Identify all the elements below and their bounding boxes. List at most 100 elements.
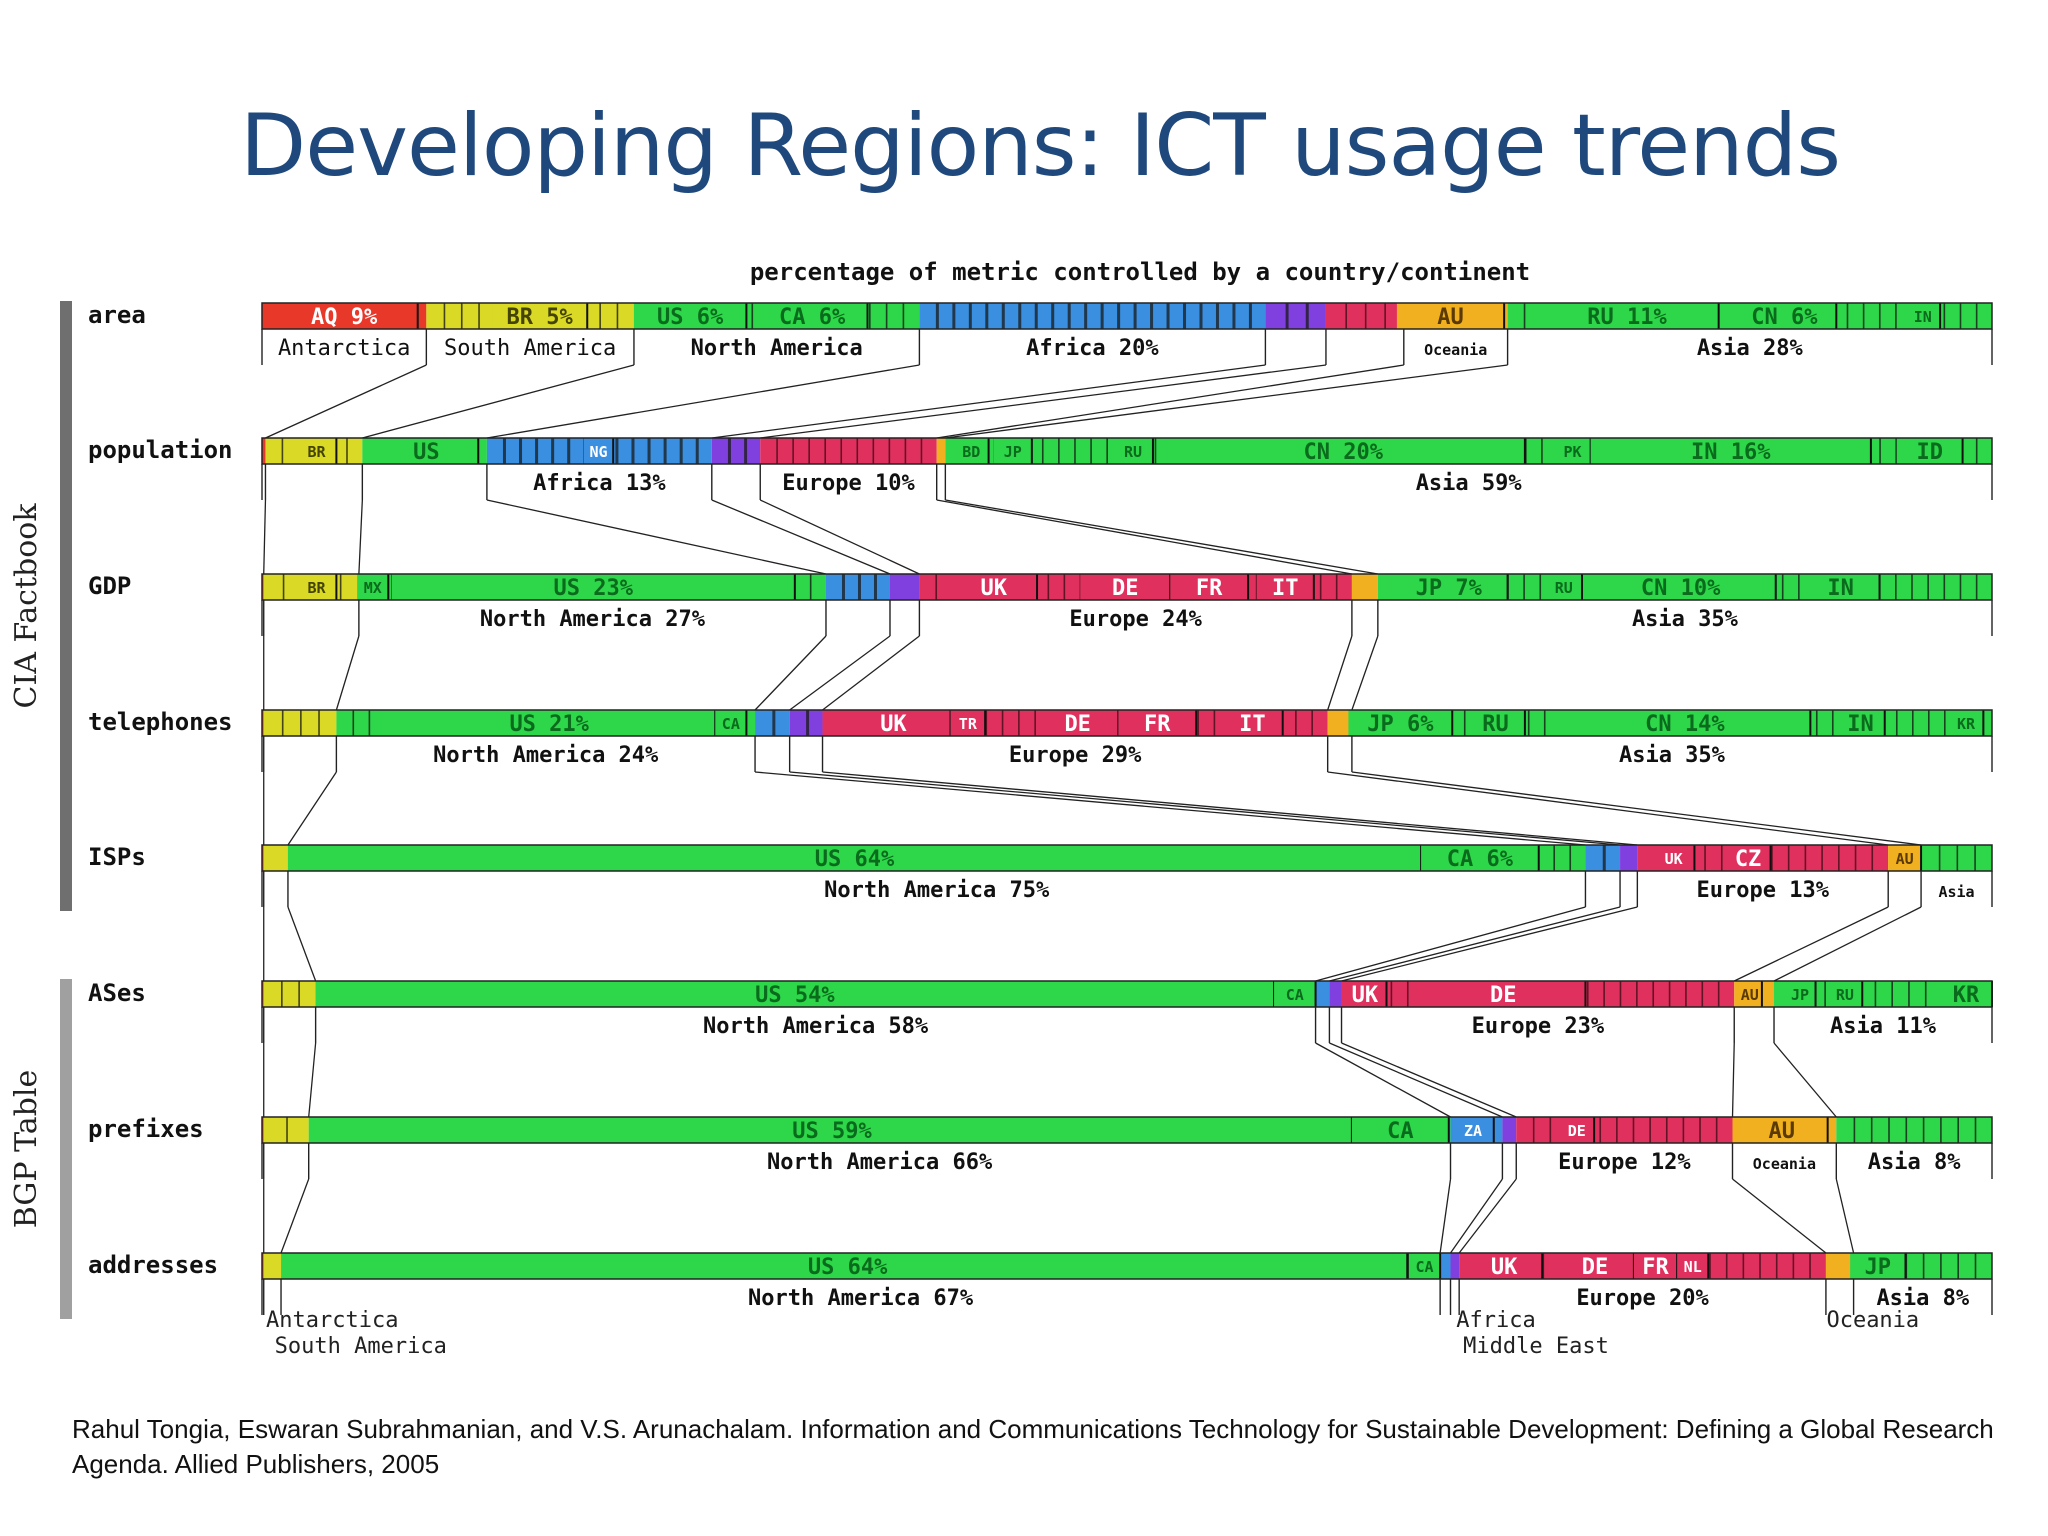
- country-divider: [1861, 981, 1864, 1007]
- continent-label: Asia 35%: [1632, 607, 1739, 632]
- country-block: [296, 438, 337, 464]
- country-divider: [745, 710, 748, 736]
- country-divider: [1771, 845, 1773, 871]
- country-divider: [551, 438, 555, 464]
- country-divider: [1335, 574, 1338, 600]
- country-divider: [987, 438, 990, 464]
- country-divider: [1602, 845, 1606, 871]
- country-divider: [1523, 438, 1526, 464]
- connector-line: [936, 499, 1353, 575]
- country-label: US 54%: [755, 983, 835, 1008]
- connector-line: [754, 771, 1586, 846]
- country-divider: [1390, 981, 1393, 1007]
- country-divider: [1905, 1117, 1908, 1143]
- country-divider: [1503, 303, 1506, 329]
- country-divider: [1774, 574, 1777, 600]
- country-divider: [1084, 303, 1088, 329]
- country-divider: [1888, 1117, 1890, 1143]
- country-divider: [478, 303, 480, 329]
- country-divider: [841, 574, 845, 600]
- country-label: IN 16%: [1691, 440, 1771, 465]
- country-label: JP: [1865, 1255, 1892, 1280]
- metric-label: prefixes: [88, 1115, 204, 1143]
- country-divider: [631, 438, 635, 464]
- country-block: [1037, 710, 1119, 736]
- connector-line: [486, 499, 827, 575]
- country-label: CA 6%: [779, 305, 846, 330]
- country-divider: [1869, 438, 1872, 464]
- country-divider: [1074, 438, 1076, 464]
- country-label: NL: [1684, 1258, 1702, 1276]
- country-label: IT: [1272, 576, 1299, 601]
- country-divider: [1956, 845, 1959, 871]
- connector-line: [789, 635, 891, 711]
- connector-line: [1773, 906, 1922, 982]
- country-block: [287, 845, 1422, 871]
- bar-outline: [261, 1252, 1993, 1280]
- connector-line: [789, 771, 1621, 846]
- bar-outline: [261, 573, 1993, 601]
- country-divider: [1549, 1117, 1552, 1143]
- continent-label: Asia 28%: [1697, 336, 1804, 361]
- country-divider: [1385, 981, 1388, 1007]
- continent-label: North America: [691, 336, 863, 361]
- country-divider: [1725, 1253, 1728, 1279]
- continent-segment: [262, 1253, 264, 1279]
- country-divider: [1281, 710, 1284, 736]
- country-divider: [1047, 574, 1050, 600]
- country-divider: [1682, 1117, 1685, 1143]
- country-divider: [1959, 574, 1962, 600]
- country-label: CN 14%: [1645, 712, 1725, 737]
- country-block: [1421, 845, 1539, 871]
- country-divider: [1940, 1117, 1942, 1143]
- country-block: [1535, 303, 1719, 329]
- footnote-label: Oceania: [1826, 1308, 1919, 1333]
- country-divider: [352, 710, 355, 736]
- country-divider: [1018, 303, 1022, 329]
- continent-segment: [263, 1253, 282, 1279]
- country-divider: [1974, 1117, 1977, 1143]
- country-divider: [387, 574, 390, 600]
- connector-line: [711, 499, 891, 575]
- country-divider: [1693, 845, 1696, 871]
- country-divider: [1018, 710, 1020, 736]
- continent-label: Europe 23%: [1472, 1014, 1605, 1039]
- country-divider: [1384, 303, 1386, 329]
- country-divider: [1707, 1253, 1710, 1279]
- country-block: [1343, 981, 1387, 1007]
- continent-label: Europe 24%: [1069, 607, 1202, 632]
- country-divider: [1616, 1117, 1618, 1143]
- continent-segment: [711, 438, 761, 464]
- continent-label: Asia 8%: [1868, 1150, 1961, 1175]
- country-label: AU: [1896, 850, 1914, 868]
- country-divider: [1775, 1253, 1778, 1279]
- continent-label: Europe 13%: [1697, 878, 1830, 903]
- country-divider: [443, 303, 446, 329]
- country-divider: [1345, 303, 1348, 329]
- country-label: US 21%: [509, 712, 589, 737]
- country-divider: [1699, 1117, 1701, 1143]
- country-block: [1633, 1253, 1678, 1279]
- country-block: [1466, 710, 1525, 736]
- country-divider: [1846, 303, 1849, 329]
- country-divider: [1831, 710, 1834, 736]
- continent-label: Oceania: [1424, 341, 1487, 359]
- country-label: RU 11%: [1587, 305, 1667, 330]
- country-block: [1080, 574, 1171, 600]
- country-block: [383, 710, 716, 736]
- continent-label: Europe 12%: [1558, 1150, 1691, 1175]
- country-divider: [1809, 1253, 1811, 1279]
- country-block: [1948, 710, 1984, 736]
- bar-outline: [261, 980, 1993, 1008]
- country-divider: [1041, 438, 1044, 464]
- country-divider: [1809, 710, 1812, 736]
- country-divider: [1804, 845, 1807, 871]
- country-label: CN 10%: [1641, 576, 1721, 601]
- country-divider: [1878, 574, 1881, 600]
- connector-line: [822, 635, 920, 711]
- country-label: AU: [1769, 1119, 1796, 1144]
- country-divider: [935, 574, 938, 600]
- country-divider: [335, 438, 338, 464]
- country-divider: [1311, 710, 1313, 736]
- country-divider: [1451, 710, 1454, 736]
